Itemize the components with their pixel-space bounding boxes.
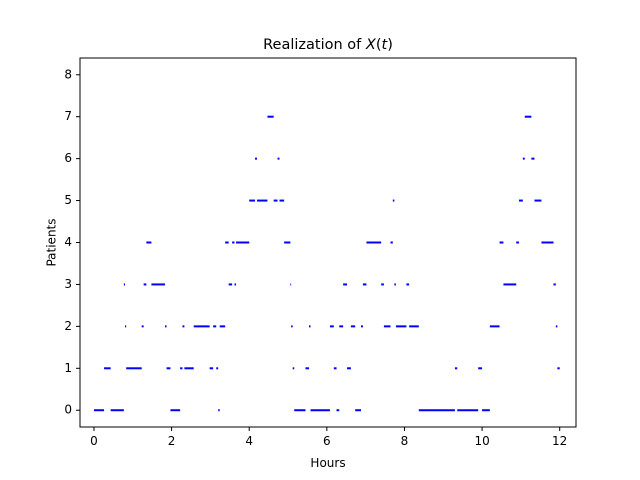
y-tick-label: 5 — [64, 193, 72, 207]
chart-title: Realization of X(t) — [263, 37, 393, 53]
y-axis-ticks: 0 1 2 3 4 5 6 7 8 — [64, 67, 80, 417]
plot-area — [93, 115, 560, 412]
y-tick-label: 2 — [64, 319, 72, 333]
y-tick-label: 4 — [64, 235, 72, 249]
y-tick-label: 6 — [64, 151, 72, 165]
x-axis-ticks: 0 2 4 6 8 10 12 — [90, 427, 567, 448]
x-tick-label: 8 — [401, 434, 409, 448]
y-tick-label: 3 — [64, 277, 72, 291]
y-tick-label: 7 — [64, 109, 72, 123]
y-tick-label: 0 — [64, 403, 72, 417]
y-axis-label: Patients — [45, 218, 59, 266]
x-tick-label: 0 — [90, 434, 98, 448]
x-tick-label: 12 — [552, 434, 567, 448]
y-tick-label: 8 — [64, 67, 72, 81]
axes-frame — [79, 57, 577, 428]
x-tick-label: 6 — [323, 434, 331, 448]
x-tick-label: 2 — [168, 434, 176, 448]
x-tick-label: 10 — [474, 434, 489, 448]
x-axis-label: Hours — [310, 456, 345, 470]
x-tick-label: 4 — [245, 434, 253, 448]
y-tick-label: 1 — [64, 361, 72, 375]
